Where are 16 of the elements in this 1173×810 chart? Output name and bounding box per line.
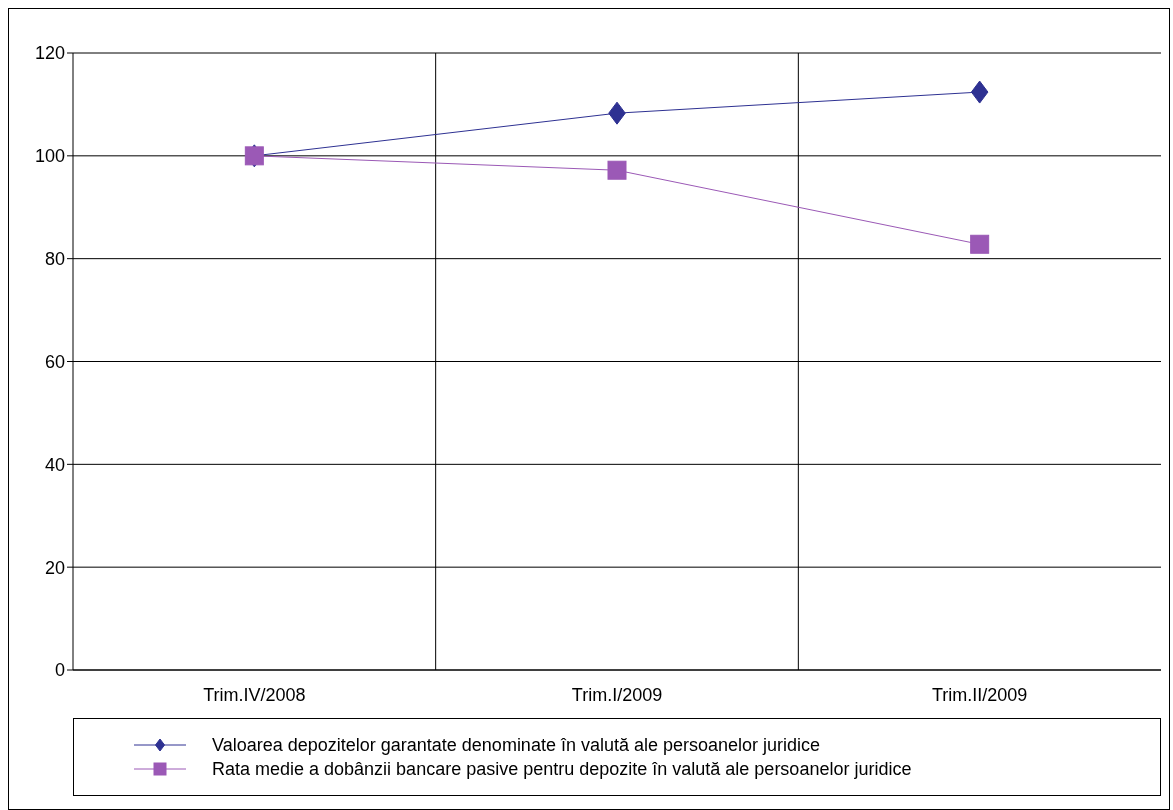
y-tick-label: 80	[44, 249, 65, 270]
y-tick-label: 20	[44, 557, 65, 578]
y-tick-label: 120	[34, 43, 65, 64]
legend-label: Valoarea depozitelor garantate denominate în valută ale persoanelor juridice	[212, 734, 821, 757]
y-tick-label: 60	[44, 351, 65, 372]
point	[970, 80, 989, 104]
x-tick-label: Trim.II/2009	[931, 684, 1028, 705]
y-tick-label: 0	[54, 660, 65, 681]
point	[970, 234, 990, 254]
point	[608, 101, 626, 125]
x-tick-label: Trim.IV/2008	[203, 684, 306, 705]
legend-label: Rata medie a dobânzii bancare pasive pentru depozite în valută ale persoanelor juridice	[212, 758, 912, 781]
y-tick-label: 100	[34, 146, 65, 167]
y-tick-label: 40	[44, 454, 65, 475]
point	[607, 160, 627, 180]
x-tick-label: Trim.I/2009	[571, 684, 663, 705]
